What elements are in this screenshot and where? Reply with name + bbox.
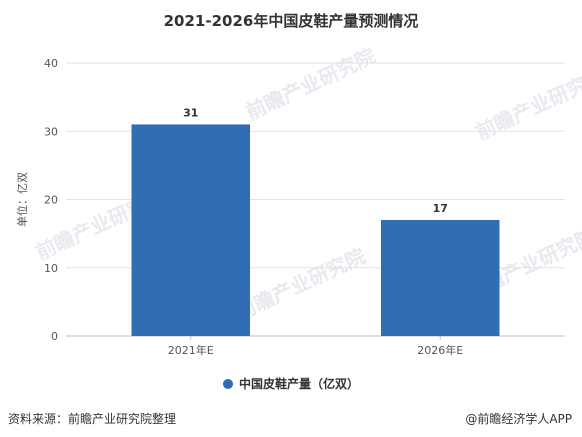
credit-note: @前瞻经济学人APP bbox=[465, 412, 572, 426]
watermark-text: 前瞻产业研究院 bbox=[242, 44, 379, 125]
y-tick-label: 30 bbox=[44, 125, 58, 138]
bar bbox=[380, 219, 500, 336]
y-tick-label: 40 bbox=[44, 57, 58, 70]
y-tick-label: 0 bbox=[51, 330, 58, 343]
chart-title: 2021-2026年中国皮鞋产量预测情况 bbox=[163, 12, 419, 30]
bar bbox=[131, 124, 251, 336]
legend-label: 中国皮鞋产量（亿双） bbox=[238, 377, 359, 391]
watermark-text: 前瞻产业研究院 bbox=[232, 244, 369, 325]
y-tick-label: 10 bbox=[44, 262, 58, 275]
x-tick-label: 2021年E bbox=[168, 343, 214, 357]
bar-value-label: 31 bbox=[183, 106, 198, 119]
source-note: 资料来源：前瞻产业研究院整理 bbox=[8, 412, 177, 426]
y-axis-label: 单位：亿双 bbox=[15, 172, 29, 227]
bar-value-label: 17 bbox=[433, 202, 448, 215]
chart-legend: 中国皮鞋产量（亿双） bbox=[0, 375, 582, 392]
x-tick-label: 2026年E bbox=[417, 343, 463, 357]
legend-swatch bbox=[222, 379, 233, 389]
watermark-text: 前瞻产业研究院 bbox=[472, 64, 582, 145]
y-tick-label: 20 bbox=[44, 194, 58, 207]
